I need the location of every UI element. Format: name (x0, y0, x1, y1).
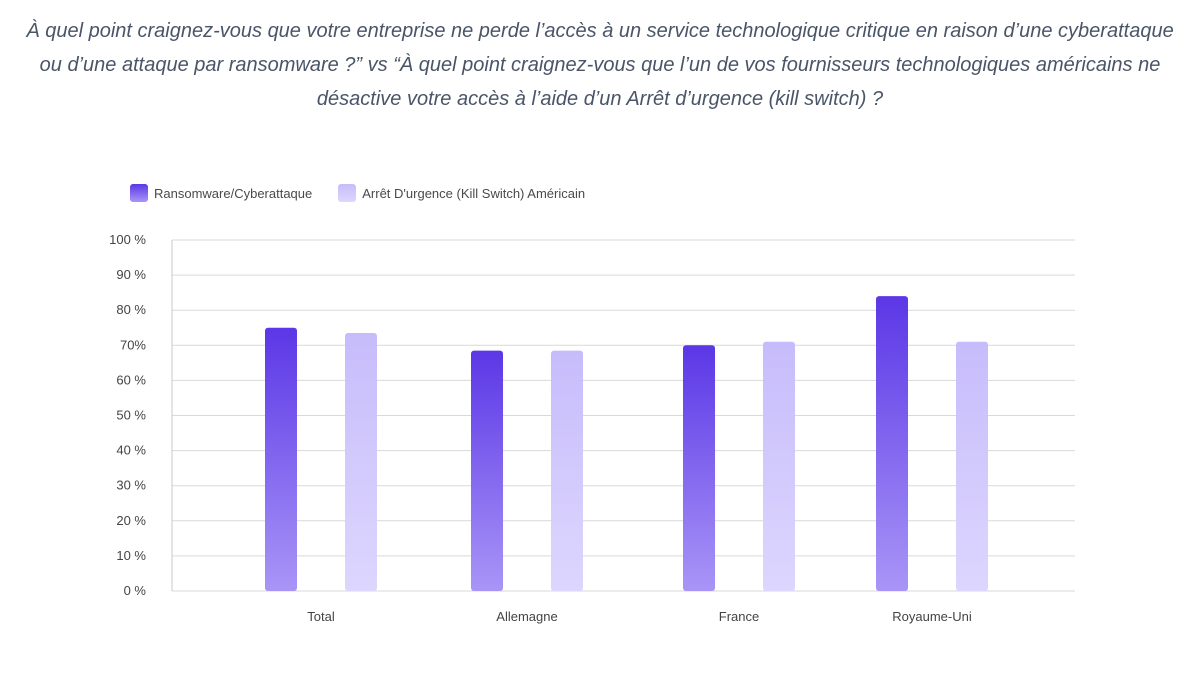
legend-swatch-kill-switch (338, 184, 357, 202)
bar-kill-switch-3 (956, 341, 988, 591)
y-tick-label: 100 % (109, 232, 146, 247)
bar-kill-switch-2 (763, 341, 795, 591)
y-tick-label: 50 % (116, 408, 146, 423)
legend-item-kill-switch: Arrêt D'urgence (Kill Switch) Américain (338, 184, 585, 202)
legend-item-ransomware: Ransomware/Cyberattaque (130, 184, 312, 202)
legend-swatch-ransomware (130, 184, 148, 202)
y-tick-label: 90 % (116, 267, 146, 282)
y-tick-label: 60 % (116, 372, 146, 387)
chart-legend: Ransomware/Cyberattaque Arrêt D'urgence … (130, 184, 611, 202)
bar-ransomware-1 (471, 350, 503, 591)
bar-ransomware-2 (683, 345, 715, 591)
bar-kill-switch-1 (551, 350, 583, 591)
y-tick-label: 30 % (116, 478, 146, 493)
y-tick-label: 0 % (124, 583, 147, 598)
legend-label-kill-switch: Arrêt D'urgence (Kill Switch) Américain (362, 185, 586, 201)
y-tick-label: 20 % (116, 513, 146, 528)
bar-ransomware-3 (876, 296, 908, 591)
chart-title: À quel point craignez-vous que votre ent… (26, 20, 1174, 110)
y-tick-label: 10 % (116, 548, 146, 563)
y-tick-label: 80 % (116, 302, 146, 317)
bar-ransomware-0 (265, 327, 297, 591)
x-tick-label: Royaume-Uni (892, 609, 972, 624)
legend-label-ransomware: Ransomware/Cyberattaque (154, 185, 313, 201)
y-tick-label: 40 % (116, 443, 146, 458)
x-tick-label: Total (307, 609, 335, 624)
bar-kill-switch-0 (345, 333, 377, 591)
x-tick-label: France (719, 609, 759, 624)
x-tick-label: Allemagne (496, 609, 557, 624)
y-tick-label: 70% (120, 337, 146, 352)
